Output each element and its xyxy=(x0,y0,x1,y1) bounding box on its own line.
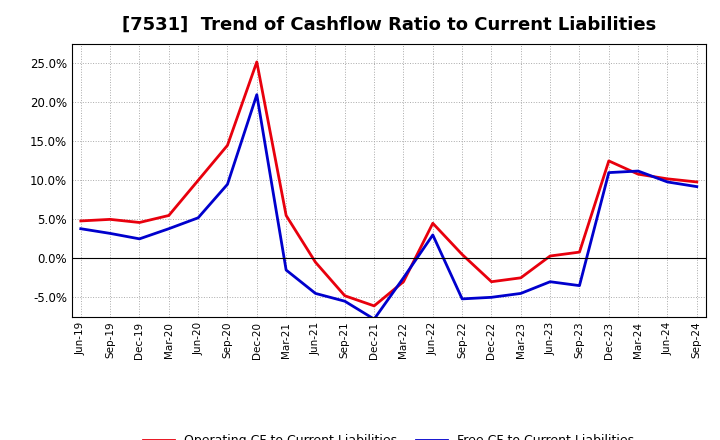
Operating CF to Current Liabilities xyxy=(399,279,408,284)
Operating CF to Current Liabilities xyxy=(370,303,379,308)
Operating CF to Current Liabilities xyxy=(693,180,701,185)
Operating CF to Current Liabilities xyxy=(76,218,85,224)
Operating CF to Current Liabilities xyxy=(428,220,437,226)
Free CF to Current Liabilities xyxy=(634,169,642,174)
Operating CF to Current Liabilities xyxy=(106,217,114,222)
Free CF to Current Liabilities xyxy=(311,291,320,296)
Operating CF to Current Liabilities xyxy=(516,275,525,280)
Free CF to Current Liabilities xyxy=(106,231,114,236)
Operating CF to Current Liabilities xyxy=(663,176,672,181)
Free CF to Current Liabilities xyxy=(399,275,408,280)
Free CF to Current Liabilities xyxy=(428,232,437,238)
Title: [7531]  Trend of Cashflow Ratio to Current Liabilities: [7531] Trend of Cashflow Ratio to Curren… xyxy=(122,16,656,34)
Operating CF to Current Liabilities xyxy=(605,158,613,164)
Free CF to Current Liabilities xyxy=(693,184,701,189)
Free CF to Current Liabilities xyxy=(458,296,467,301)
Free CF to Current Liabilities xyxy=(282,268,290,273)
Legend: Operating CF to Current Liabilities, Free CF to Current Liabilities: Operating CF to Current Liabilities, Fre… xyxy=(138,429,639,440)
Free CF to Current Liabilities xyxy=(223,182,232,187)
Operating CF to Current Liabilities xyxy=(487,279,496,284)
Operating CF to Current Liabilities xyxy=(311,260,320,265)
Free CF to Current Liabilities xyxy=(575,283,584,288)
Operating CF to Current Liabilities xyxy=(458,252,467,257)
Free CF to Current Liabilities xyxy=(76,226,85,231)
Free CF to Current Liabilities xyxy=(516,291,525,296)
Operating CF to Current Liabilities xyxy=(223,143,232,148)
Operating CF to Current Liabilities xyxy=(341,293,349,298)
Operating CF to Current Liabilities xyxy=(282,213,290,218)
Line: Free CF to Current Liabilities: Free CF to Current Liabilities xyxy=(81,95,697,319)
Operating CF to Current Liabilities xyxy=(634,172,642,177)
Operating CF to Current Liabilities xyxy=(194,178,202,183)
Operating CF to Current Liabilities xyxy=(253,59,261,65)
Free CF to Current Liabilities xyxy=(341,299,349,304)
Free CF to Current Liabilities xyxy=(194,215,202,220)
Operating CF to Current Liabilities xyxy=(164,213,173,218)
Operating CF to Current Liabilities xyxy=(135,220,144,225)
Operating CF to Current Liabilities xyxy=(575,249,584,255)
Free CF to Current Liabilities xyxy=(663,180,672,185)
Free CF to Current Liabilities xyxy=(253,92,261,97)
Free CF to Current Liabilities xyxy=(370,316,379,322)
Operating CF to Current Liabilities xyxy=(546,253,554,259)
Free CF to Current Liabilities xyxy=(164,226,173,231)
Free CF to Current Liabilities xyxy=(605,170,613,175)
Line: Operating CF to Current Liabilities: Operating CF to Current Liabilities xyxy=(81,62,697,306)
Free CF to Current Liabilities xyxy=(487,295,496,300)
Free CF to Current Liabilities xyxy=(135,236,144,242)
Free CF to Current Liabilities xyxy=(546,279,554,284)
